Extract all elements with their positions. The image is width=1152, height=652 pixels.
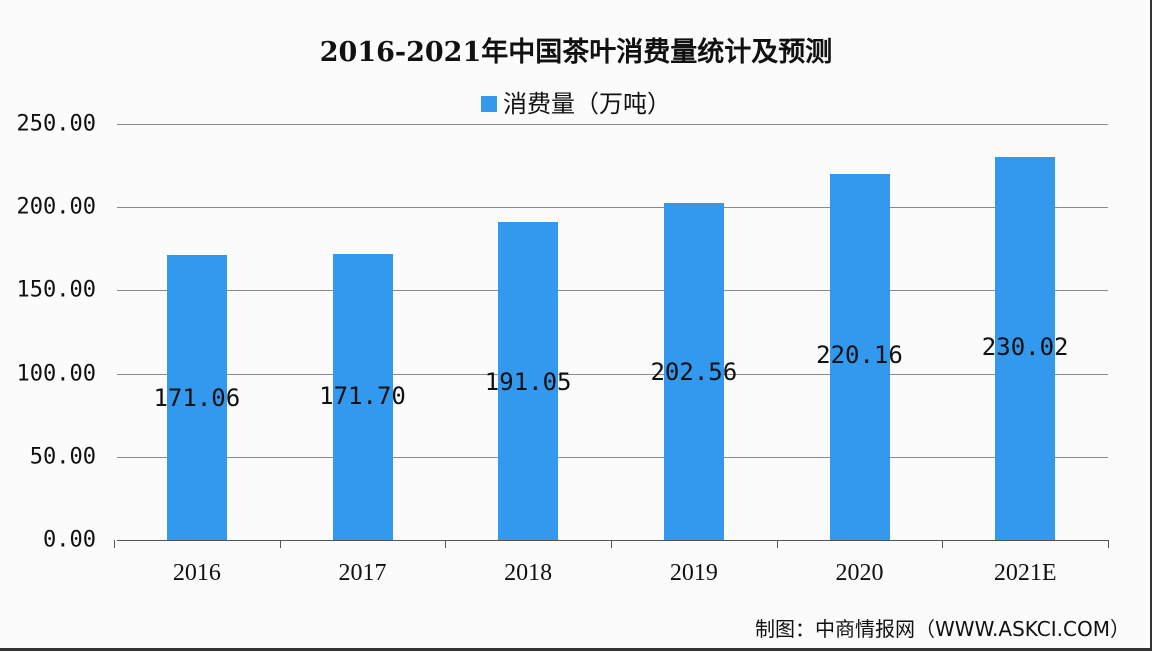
data-label: 171.70	[319, 382, 406, 410]
gridline	[117, 290, 1108, 292]
x-tick-label: 2019	[669, 560, 718, 586]
data-label: 191.05	[484, 368, 572, 396]
x-tick-label: 2020	[835, 560, 884, 586]
data-label: 220.16	[816, 341, 903, 369]
source-note: 制图：中商情报网（WWW.ASKCI.COM）	[755, 617, 1130, 641]
data-label: 230.02	[981, 333, 1069, 361]
legend-swatch	[481, 96, 497, 112]
x-tick-mark	[114, 540, 115, 548]
y-tick-label: 150.00	[16, 277, 96, 303]
x-tick-mark	[445, 540, 447, 548]
gridline	[117, 207, 1108, 209]
x-tick-label: 2021E	[993, 560, 1057, 586]
y-tick-label: 100.00	[16, 361, 96, 387]
bar-2019	[663, 202, 724, 540]
y-tick-label: 250.00	[16, 111, 96, 137]
gridline	[117, 373, 1108, 375]
legend-label: 消费量（万吨）	[503, 90, 671, 118]
chart-title: 2016-2021年中国茶叶消费量统计及预测	[319, 37, 833, 68]
y-tick-label: 0.00	[43, 527, 96, 553]
bar-2020	[829, 173, 890, 540]
x-tick-mark	[279, 540, 281, 548]
x-tick-mark	[942, 540, 944, 548]
y-tick-label: 200.00	[16, 194, 96, 220]
x-tick-label: 2017	[338, 560, 387, 586]
x-tick-label: 2018	[504, 560, 553, 586]
x-tick-mark	[1108, 540, 1109, 548]
bar-2017	[332, 254, 393, 540]
gridline	[117, 456, 1108, 458]
x-tick-mark	[611, 540, 612, 548]
x-tick-mark	[776, 540, 778, 548]
y-tick-label: 50.00	[29, 444, 96, 470]
chart-legend: 消费量（万吨）	[0, 84, 1152, 119]
bar-2021E	[995, 157, 1056, 540]
x-tick-label: 2016	[172, 560, 221, 586]
bar-2016	[166, 255, 227, 540]
bar-2018	[498, 222, 559, 540]
data-label: 202.56	[650, 358, 738, 386]
data-label: 171.06	[153, 384, 241, 412]
x-axis-line	[117, 540, 1108, 541]
gridline	[117, 124, 1108, 125]
